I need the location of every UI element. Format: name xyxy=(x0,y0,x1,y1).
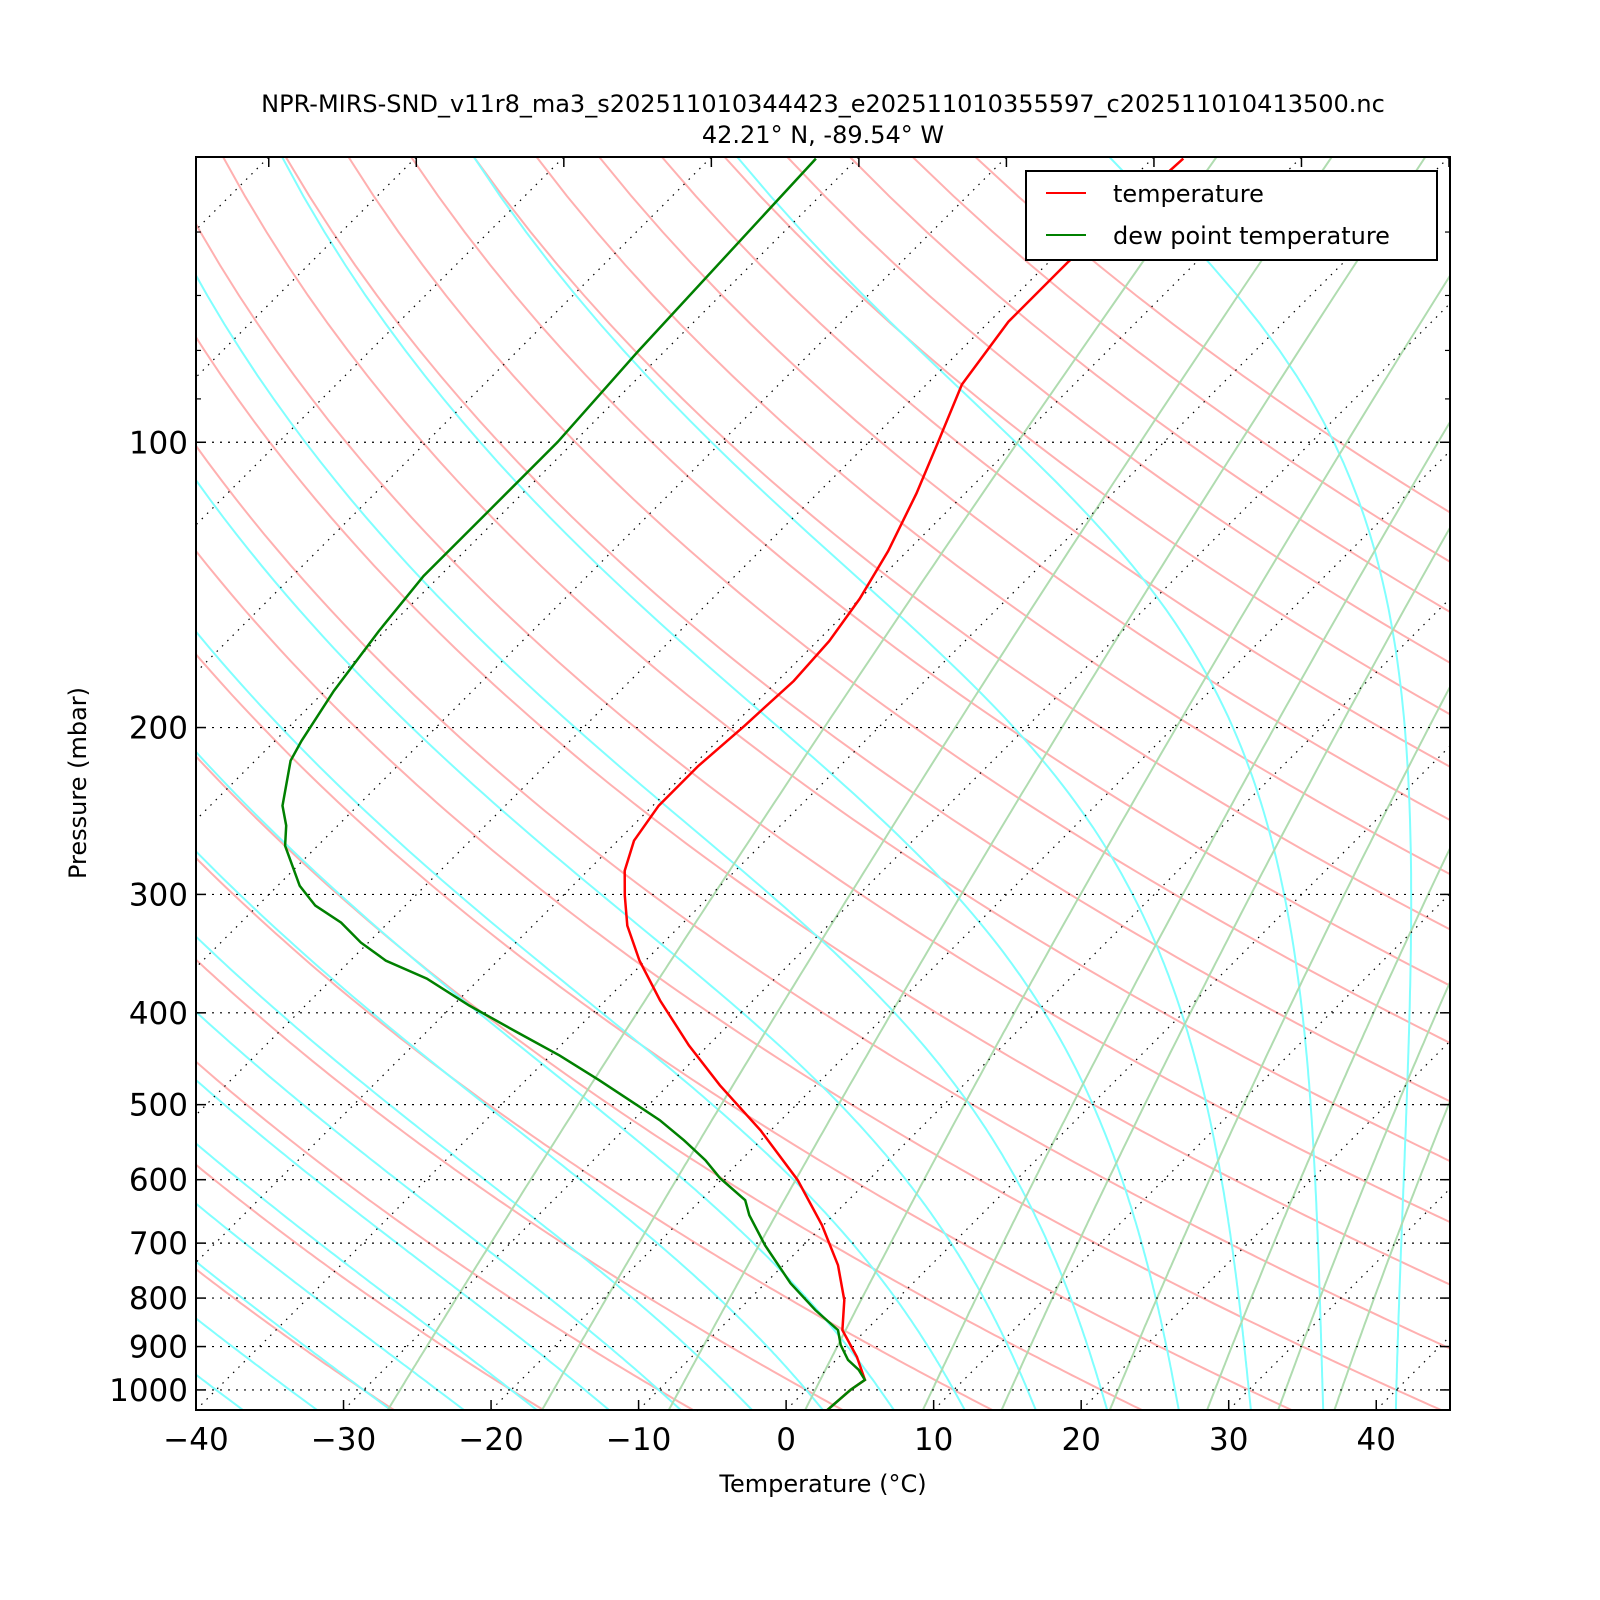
moist-adiabat xyxy=(196,1317,318,1410)
x-tick-label: 20 xyxy=(1061,1422,1100,1458)
dry-adiabat xyxy=(222,157,1450,1163)
y-tick-label: 600 xyxy=(129,1163,188,1199)
dry-adiabat xyxy=(196,221,1450,1224)
moist-adiabat xyxy=(196,273,1109,1410)
background-lines xyxy=(196,157,1450,1410)
y-axis-label: Pressure (mbar) xyxy=(64,687,92,879)
moist-adiabat xyxy=(196,850,824,1410)
isotherm-line xyxy=(196,157,1007,969)
dry-adiabat xyxy=(598,157,1450,822)
isotherm-line xyxy=(196,157,1155,1116)
legend: temperature dew point temperature xyxy=(1025,170,1438,261)
dry-adiabat xyxy=(535,157,1450,876)
dry-adiabat xyxy=(196,1060,694,1410)
moist-adiabat xyxy=(196,1260,392,1410)
dry-adiabat xyxy=(196,549,1442,1410)
dry-adiabat xyxy=(473,157,1450,931)
temperature-line xyxy=(623,157,1185,1410)
mixing-ratio-line xyxy=(1206,846,1450,1410)
x-tick-label: −30 xyxy=(311,1422,376,1458)
x-tick-label: 10 xyxy=(914,1422,953,1458)
moist-adiabat xyxy=(281,157,1180,1410)
isotherm-line xyxy=(343,302,1450,1410)
dry-adiabat xyxy=(661,157,1450,768)
moist-adiabat xyxy=(196,935,753,1410)
dry-adiabat xyxy=(196,444,1450,1350)
mixing-ratio-line xyxy=(921,420,1450,1410)
y-tick-label: 800 xyxy=(129,1281,188,1317)
isotherm-line xyxy=(196,157,860,821)
dewpoint-line xyxy=(281,157,867,1410)
legend-box xyxy=(1025,170,1438,261)
legend-label-dewpoint: dew point temperature xyxy=(1113,222,1390,250)
plot-frame xyxy=(195,156,1451,1411)
moist-adiabat xyxy=(196,1202,465,1410)
legend-label-temperature: temperature xyxy=(1113,180,1264,208)
moist-adiabat xyxy=(196,1142,538,1410)
isotherm-line xyxy=(490,450,1450,1410)
y-tick-label: 700 xyxy=(129,1226,188,1262)
isotherm-line xyxy=(638,597,1450,1410)
dry-adiabat xyxy=(196,958,844,1410)
mixing-ratio-line xyxy=(1108,684,1450,1410)
moist-adiabat xyxy=(196,1010,682,1410)
dry-adiabat xyxy=(196,1267,395,1410)
dry-adiabat xyxy=(196,856,993,1410)
x-tick-label: 30 xyxy=(1209,1422,1248,1458)
x-tick-label: 0 xyxy=(776,1422,796,1458)
x-tick-label: −20 xyxy=(458,1422,523,1458)
dry-adiabat xyxy=(347,157,1450,1045)
dry-adiabat xyxy=(284,157,1450,1103)
dry-adiabat xyxy=(196,335,1450,1286)
x-tick-label: 40 xyxy=(1357,1422,1396,1458)
moist-adiabat xyxy=(1108,157,1413,1410)
data-series xyxy=(281,157,1185,1410)
y-tick-label: 100 xyxy=(129,425,188,461)
chart-subtitle: 42.21° N, -89.54° W xyxy=(702,121,944,149)
moist-adiabat xyxy=(196,478,1037,1410)
isotherm-line xyxy=(785,745,1450,1410)
y-tick-label: 200 xyxy=(129,711,188,747)
mixing-ratio-line xyxy=(1277,979,1450,1410)
x-axis-label: Temperature (°C) xyxy=(718,1470,926,1498)
mixing-ratio-line xyxy=(667,157,1427,1410)
x-tick-label: −40 xyxy=(163,1422,228,1458)
y-tick-label: 900 xyxy=(129,1330,188,1366)
x-tick-label: −10 xyxy=(606,1422,671,1458)
y-tick-label: 500 xyxy=(129,1088,188,1124)
mixing-ratio-line xyxy=(1333,1098,1450,1410)
axis-ticks: −40 −30 −20 −10 0 10 20 30 40 100 200 300 400 500 600 7… xyxy=(109,157,1450,1458)
isotherm-line xyxy=(196,157,1302,1264)
mixing-ratio-line xyxy=(386,157,1218,1410)
dry-adiabat xyxy=(196,652,1292,1410)
y-tick-label: 400 xyxy=(129,996,188,1032)
mixing-ratio-line xyxy=(804,273,1450,1410)
mixing-ratio-line xyxy=(541,157,1333,1410)
dry-adiabat xyxy=(410,157,1450,987)
chart-title: NPR-MIRS-SND_v11r8_ma3_s202511010344423_… xyxy=(261,90,1385,118)
mixing-ratio-line xyxy=(1000,525,1450,1410)
isotherm-line xyxy=(196,157,1450,1410)
moist-adiabat xyxy=(196,1078,610,1410)
dry-adiabat xyxy=(196,755,1143,1410)
y-tick-label: 300 xyxy=(129,877,188,913)
moist-adiabat xyxy=(736,157,1325,1410)
y-tick-label: 1000 xyxy=(109,1373,188,1409)
